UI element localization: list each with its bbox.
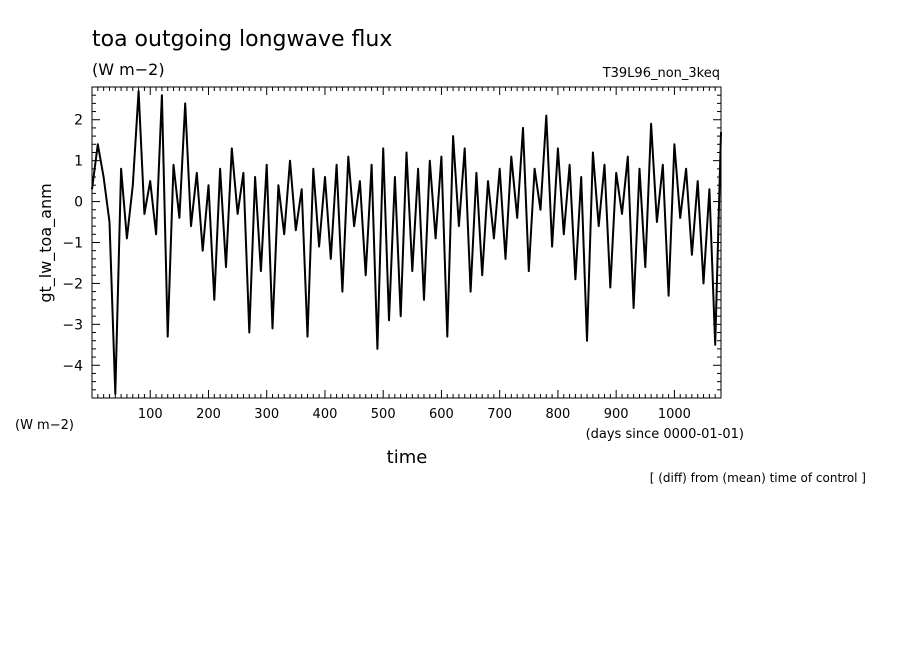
y-axis-unit: (W m−2) — [15, 418, 74, 433]
footnote: [ (diff) from (mean) time of control ] — [650, 471, 866, 485]
y-tick-label: 2 — [74, 113, 83, 129]
x-axis-label: time — [387, 447, 428, 468]
x-tick-label: 100 — [138, 407, 163, 422]
x-tick-label: 200 — [196, 407, 221, 422]
x-tick-label: 800 — [546, 407, 571, 422]
y-tick-label: −4 — [62, 358, 83, 374]
plot-frame — [91, 86, 722, 399]
y-axis-label: gt_lw_toa_anm — [36, 183, 56, 302]
x-tick-label: 500 — [371, 407, 396, 422]
x-tick-label: 400 — [313, 407, 338, 422]
tick-labels: 100 200 300 400 500 600 700 800 900 1000 2 1 0 −1 −2 −3… — [62, 113, 691, 422]
y-tick-label: 0 — [74, 195, 83, 211]
axis-ticks — [92, 86, 721, 399]
x-axis-unit: (days since 0000-01-01) — [586, 427, 744, 442]
y-tick-label: −1 — [62, 236, 83, 252]
series-line — [91, 90, 722, 395]
y-tick-label: −2 — [62, 276, 83, 292]
chart-title: toa outgoing longwave flux — [92, 27, 392, 52]
x-tick-label: 700 — [487, 407, 512, 422]
chart-subtitle-unit: (W m−2) — [92, 60, 165, 79]
x-tick-label: 600 — [429, 407, 454, 422]
y-tick-label: 1 — [74, 154, 83, 170]
x-tick-label: 900 — [604, 407, 629, 422]
y-tick-label: −3 — [62, 317, 83, 333]
x-tick-label: 1000 — [658, 407, 691, 422]
run-label: T39L96_non_3keq — [602, 66, 720, 81]
x-tick-label: 300 — [254, 407, 279, 422]
